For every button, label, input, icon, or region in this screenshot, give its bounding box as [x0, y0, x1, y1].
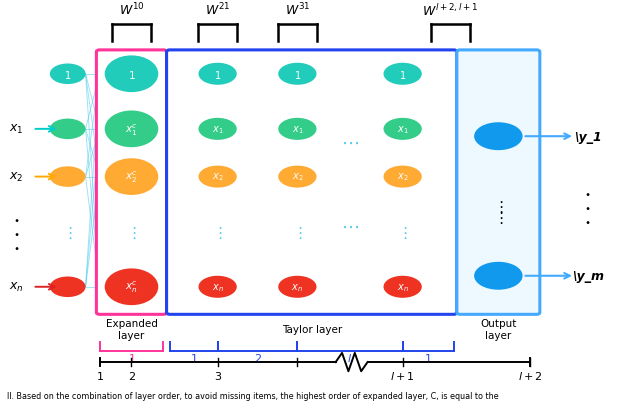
Circle shape [198, 166, 237, 188]
Text: \y_1: \y_1 [574, 130, 602, 143]
Text: $\cdots$: $\cdots$ [341, 217, 359, 236]
Circle shape [383, 64, 422, 85]
Circle shape [50, 64, 86, 85]
Text: $x_1$: $x_1$ [212, 124, 223, 135]
Ellipse shape [105, 159, 158, 196]
Text: $x_n$: $x_n$ [397, 281, 408, 293]
Circle shape [198, 119, 237, 141]
Circle shape [278, 119, 317, 141]
Text: $\vdots$: $\vdots$ [212, 224, 223, 240]
Circle shape [383, 166, 422, 188]
Circle shape [278, 166, 317, 188]
Text: $x_n^c$: $x_n^c$ [125, 279, 138, 295]
Text: $x_2$: $x_2$ [212, 171, 223, 183]
Text: $\bullet$
$\bullet$
$\bullet$: $\bullet$ $\bullet$ $\bullet$ [584, 188, 591, 226]
Circle shape [50, 119, 86, 140]
Text: $3$: $3$ [214, 369, 221, 381]
Text: $x_2$: $x_2$ [10, 171, 24, 184]
Text: $x_2^c$: $x_2^c$ [125, 169, 138, 185]
Text: $W^{31}$: $W^{31}$ [285, 2, 310, 19]
Ellipse shape [105, 111, 158, 148]
Text: Expanded
layer: Expanded layer [106, 318, 157, 340]
Text: $x_n$: $x_n$ [10, 281, 24, 294]
Text: $l+2$: $l+2$ [518, 369, 543, 381]
FancyBboxPatch shape [457, 51, 540, 315]
Text: $\bullet$
$\bullet$
$\bullet$: $\bullet$ $\bullet$ $\bullet$ [13, 213, 20, 251]
Text: $W^{10}$: $W^{10}$ [118, 2, 145, 19]
Circle shape [278, 276, 317, 298]
Text: $1$: $1$ [189, 352, 198, 363]
Circle shape [50, 277, 86, 297]
Text: $x_1$: $x_1$ [397, 124, 408, 135]
Text: $1$: $1$ [127, 352, 136, 363]
Text: $x_n$: $x_n$ [212, 281, 223, 293]
Text: $x_1^c$: $x_1^c$ [125, 122, 138, 137]
Ellipse shape [105, 269, 158, 305]
Circle shape [383, 276, 422, 298]
Text: $1$: $1$ [127, 68, 135, 81]
Text: $x_n$: $x_n$ [291, 281, 303, 293]
Circle shape [474, 123, 523, 151]
Text: $\vdots$: $\vdots$ [292, 224, 303, 240]
Text: $1$: $1$ [64, 68, 71, 81]
Text: $l+1$: $l+1$ [390, 369, 415, 381]
Text: $\vdots$: $\vdots$ [493, 198, 504, 215]
Text: $2$: $2$ [253, 352, 262, 363]
Text: $W^{l+2,l+1}$: $W^{l+2,l+1}$ [422, 3, 479, 19]
Text: $\vdots$: $\vdots$ [397, 224, 408, 240]
Text: $x_2$: $x_2$ [397, 171, 408, 183]
Circle shape [50, 167, 86, 188]
Text: $1$: $1$ [294, 68, 301, 81]
Text: $W^{21}$: $W^{21}$ [205, 2, 230, 19]
Text: $\vdots$: $\vdots$ [493, 209, 504, 226]
Text: $1$: $1$ [95, 369, 104, 381]
Text: $l$: $l$ [348, 352, 353, 363]
Text: $2$: $2$ [127, 369, 136, 381]
Text: $x_1$: $x_1$ [292, 124, 303, 135]
Circle shape [278, 64, 317, 85]
Text: $\cdots$: $\cdots$ [341, 133, 359, 151]
Circle shape [198, 276, 237, 298]
Text: $1$: $1$ [399, 68, 406, 81]
Text: $1$: $1$ [214, 68, 221, 81]
Circle shape [198, 64, 237, 85]
Circle shape [383, 119, 422, 141]
Text: Taylor layer: Taylor layer [282, 324, 342, 334]
Text: \y_m: \y_m [572, 270, 604, 283]
Text: $\vdots$: $\vdots$ [126, 224, 137, 240]
FancyBboxPatch shape [166, 51, 457, 315]
Ellipse shape [105, 56, 158, 93]
Text: $x_2$: $x_2$ [292, 171, 303, 183]
Text: $1$: $1$ [424, 352, 432, 363]
Text: Output
layer: Output layer [480, 318, 516, 340]
Text: $x_1$: $x_1$ [10, 123, 24, 136]
Text: $\vdots$: $\vdots$ [63, 224, 73, 240]
Text: II. Based on the combination of layer order, to avoid missing items, the highest: II. Based on the combination of layer or… [7, 391, 499, 400]
FancyBboxPatch shape [97, 51, 166, 315]
Circle shape [474, 262, 523, 290]
